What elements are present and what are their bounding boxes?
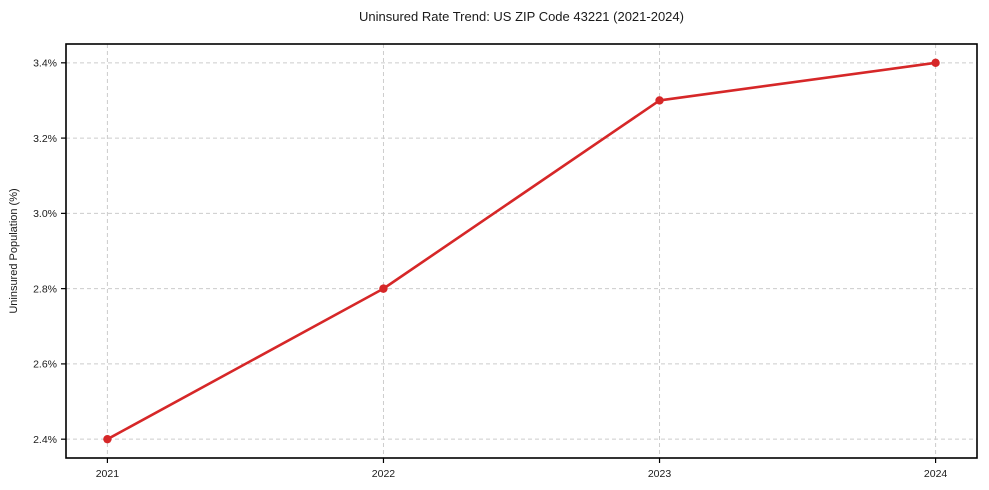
- data-point: [103, 434, 112, 444]
- series-line: [106, 61, 937, 441]
- chart-title: Uninsured Rate Trend: US ZIP Code 43221 …: [359, 9, 684, 24]
- x-tick-label: 2023: [648, 468, 672, 480]
- plot-frame: [65, 43, 978, 459]
- x-tick-label: 2024: [924, 468, 948, 480]
- y-tick-label: 2.8%: [33, 283, 57, 295]
- x-tick-label: 2021: [96, 468, 120, 480]
- x-tick-label: 2022: [372, 468, 396, 480]
- y-tick-label: 3.4%: [33, 58, 57, 70]
- data-point: [931, 58, 940, 68]
- data-point: [655, 96, 664, 105]
- data-point: [379, 284, 388, 293]
- y-tick-label: 2.6%: [33, 359, 57, 371]
- y-tick-label: 2.4%: [33, 434, 57, 446]
- y-tick-label: 3.2%: [33, 133, 57, 145]
- y-tick-label: 3.0%: [33, 208, 57, 220]
